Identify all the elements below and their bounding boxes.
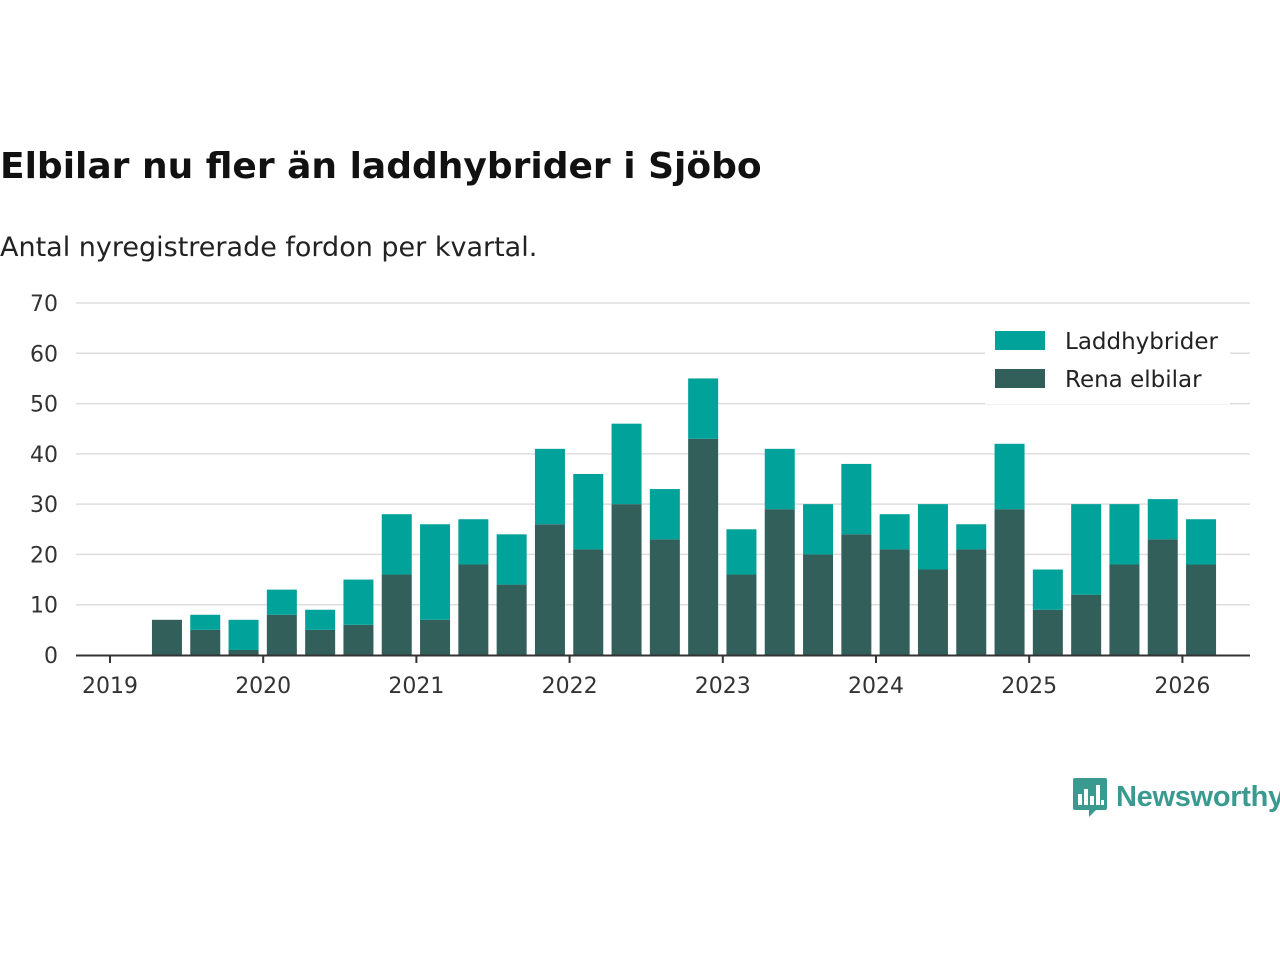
bar-rena-elbilar bbox=[688, 438, 719, 655]
bar-rena-elbilar bbox=[266, 614, 297, 655]
bar-laddhybrider bbox=[266, 589, 297, 615]
chart-subtitle: Antal nyregistrerade fordon per kvartal. bbox=[0, 232, 538, 263]
bar-rena-elbilar bbox=[420, 619, 451, 655]
bar-rena-elbilar bbox=[1109, 564, 1140, 655]
bar-rena-elbilar bbox=[1071, 594, 1102, 655]
bar-laddhybrider bbox=[1071, 504, 1102, 595]
y-tick-label: 0 bbox=[44, 644, 58, 669]
bar-laddhybrider bbox=[956, 524, 987, 550]
y-axis-ticks: 0 10 20 30 40 50 60 70 bbox=[30, 292, 58, 669]
bar-laddhybrider bbox=[1032, 569, 1063, 610]
bar-laddhybrider bbox=[841, 463, 872, 535]
bar-rena-elbilar bbox=[458, 564, 489, 655]
bar-laddhybrider bbox=[688, 378, 719, 439]
bar-rena-elbilar bbox=[228, 649, 259, 655]
bar-rena-elbilar bbox=[496, 584, 527, 655]
bar-laddhybrider bbox=[573, 473, 604, 550]
y-tick-label: 60 bbox=[30, 342, 58, 367]
x-tick-label: 2022 bbox=[542, 674, 598, 699]
x-tick-label: 2023 bbox=[695, 674, 751, 699]
bar-laddhybrider bbox=[190, 614, 221, 630]
bar-laddhybrider bbox=[611, 423, 642, 505]
bar-rena-elbilar bbox=[1032, 609, 1063, 655]
bar-laddhybrider bbox=[305, 609, 336, 630]
newsworthy-logo: Newsworthy bbox=[1072, 776, 1280, 818]
legend-swatch bbox=[995, 331, 1045, 350]
bar-rena-elbilar bbox=[151, 619, 182, 655]
bar-rena-elbilar bbox=[956, 549, 987, 655]
bar-rena-elbilar bbox=[611, 504, 642, 655]
bar-rena-elbilar bbox=[764, 509, 795, 655]
bar-laddhybrider bbox=[420, 524, 451, 620]
chart-area: 0 10 20 30 40 50 60 70 2019 2020 2021 2022 2023 2024… bbox=[30, 292, 1250, 699]
newsworthy-logo-icon bbox=[1073, 778, 1107, 817]
x-tick-label: 2020 bbox=[235, 674, 291, 699]
bar-laddhybrider bbox=[726, 529, 757, 575]
y-tick-label: 30 bbox=[30, 493, 58, 518]
legend-swatch bbox=[995, 369, 1045, 388]
bar-laddhybrider bbox=[879, 514, 910, 550]
bar-rena-elbilar bbox=[726, 574, 757, 655]
legend: Laddhybrider Rena elbilar bbox=[985, 318, 1230, 404]
bar-laddhybrider bbox=[1109, 504, 1140, 565]
bar-laddhybrider bbox=[343, 579, 374, 625]
bar-rena-elbilar bbox=[1186, 564, 1217, 655]
bar-laddhybrider bbox=[1147, 499, 1178, 540]
x-tick-label: 2019 bbox=[82, 674, 138, 699]
bar-rena-elbilar bbox=[305, 629, 336, 655]
x-tick-label: 2026 bbox=[1154, 674, 1210, 699]
bar-rena-elbilar bbox=[573, 549, 604, 655]
bar-rena-elbilar bbox=[917, 569, 948, 655]
x-axis: 2019 2020 2021 2022 2023 2024 2025 2026 bbox=[76, 654, 1250, 699]
bar-laddhybrider bbox=[1186, 519, 1217, 565]
y-tick-label: 40 bbox=[30, 443, 58, 468]
bar-rena-elbilar bbox=[190, 629, 221, 655]
bar-rena-elbilar bbox=[534, 524, 565, 655]
bar-laddhybrider bbox=[458, 519, 489, 565]
x-tick-label: 2024 bbox=[848, 674, 904, 699]
bar-laddhybrider bbox=[803, 504, 834, 555]
y-tick-label: 10 bbox=[30, 594, 58, 619]
bar-laddhybrider bbox=[228, 619, 259, 650]
bar-laddhybrider bbox=[764, 448, 795, 510]
bars bbox=[151, 378, 1217, 655]
bar-laddhybrider bbox=[994, 443, 1025, 510]
bar-rena-elbilar bbox=[841, 534, 872, 655]
bar-laddhybrider bbox=[496, 534, 527, 585]
bar-laddhybrider bbox=[917, 504, 948, 570]
bar-rena-elbilar bbox=[649, 539, 680, 655]
bar-rena-elbilar bbox=[1147, 539, 1178, 655]
y-tick-label: 70 bbox=[30, 292, 58, 317]
bar-rena-elbilar bbox=[879, 549, 910, 655]
bar-laddhybrider bbox=[534, 448, 565, 525]
bar-rena-elbilar bbox=[343, 624, 374, 655]
bar-laddhybrider bbox=[381, 514, 412, 575]
bar-rena-elbilar bbox=[381, 574, 412, 655]
y-tick-label: 50 bbox=[30, 393, 58, 418]
legend-label: Laddhybrider bbox=[1065, 329, 1218, 355]
bar-laddhybrider bbox=[649, 489, 680, 540]
newsworthy-logo-text: Newsworthy bbox=[1116, 780, 1280, 813]
chart-title: Elbilar nu fler än laddhybrider i Sjöbo bbox=[0, 146, 762, 187]
y-tick-label: 20 bbox=[30, 543, 58, 568]
x-tick-label: 2021 bbox=[388, 674, 444, 699]
bar-rena-elbilar bbox=[994, 509, 1025, 655]
bar-rena-elbilar bbox=[803, 554, 834, 655]
x-tick-label: 2025 bbox=[1001, 674, 1057, 699]
legend-label: Rena elbilar bbox=[1065, 367, 1202, 393]
